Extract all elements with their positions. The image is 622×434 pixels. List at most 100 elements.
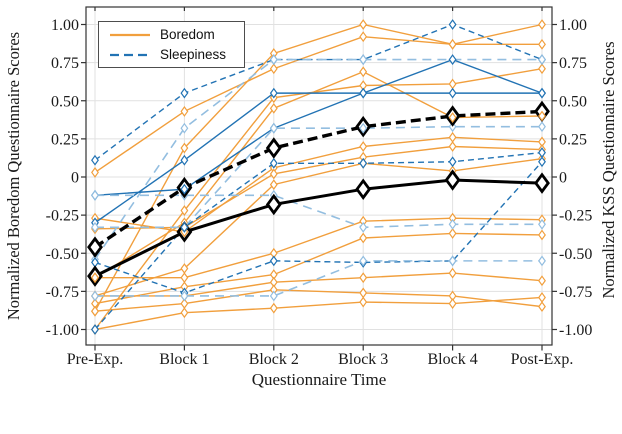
marker-inset-sleepiness-17-1	[180, 221, 189, 233]
marker-sleepiness-16-2	[269, 122, 278, 134]
xtick-label-4: Block 4	[427, 351, 477, 368]
marker-boredom-9-5	[538, 275, 546, 287]
plot-border	[85, 6, 553, 346]
marker-inset-boredom-3-5	[538, 110, 546, 122]
marker-sleepiness-12-4	[448, 19, 457, 30]
series-line-sleepiness-20	[95, 260, 542, 297]
marker-boredom-11-3	[359, 296, 368, 308]
marker-boredom-5-2	[269, 168, 278, 180]
marker-boredom-1-5	[538, 38, 546, 50]
series-line-boredom-3	[94, 71, 543, 279]
ytick-label-right-0.50: 0.50	[559, 93, 587, 110]
legend-label-boredom: Boredom	[160, 27, 215, 42]
marker-sleepiness-14-4	[448, 87, 457, 99]
mean-marker-boredom-2	[265, 193, 282, 216]
marker-sleepiness-16-5	[538, 121, 546, 133]
marker-boredom-2-1	[180, 205, 189, 216]
marker-sleepiness-13-5	[538, 54, 546, 65]
mean-marker-sleepiness-2	[265, 137, 282, 159]
series-line-boredom-11	[94, 296, 543, 331]
ytick-label-right-1.00: 1.00	[559, 17, 587, 34]
series-line-boredom-7	[95, 217, 543, 279]
marker-inset-sleepiness-15-1	[180, 183, 189, 195]
marker-sleepiness-20-4	[448, 255, 457, 267]
ytick-label-right-0: 0	[559, 170, 567, 187]
marker-boredom-3-2	[269, 102, 278, 114]
marker-sleepiness-12-0	[91, 154, 99, 166]
marker-boredom-3-3	[359, 66, 368, 78]
marker-boredom-1-3	[359, 19, 368, 30]
marker-sleepiness-18-3	[359, 221, 368, 233]
marker-boredom-2-5	[538, 63, 546, 75]
ytick-label-left-0.75: 0.75	[51, 55, 79, 72]
ytick-label-left-0: 0	[71, 170, 79, 187]
marker-sleepiness-19-5	[538, 156, 546, 168]
legend-label-sleepiness: Sleepiness	[160, 47, 227, 62]
marker-boredom-1-4	[448, 38, 457, 50]
marker-boredom-9-4	[448, 267, 457, 279]
series-line-sleepiness-18	[95, 194, 542, 229]
ytick-label-right--0.25: -0.25	[559, 208, 592, 225]
marker-boredom-11-4	[448, 298, 457, 309]
ytick-label-left-0.25: 0.25	[51, 131, 79, 148]
series-line-boredom-8	[94, 232, 543, 305]
marker-sleepiness-15-5	[538, 87, 546, 99]
marker-boredom-8-5	[538, 229, 546, 241]
series-line-boredom-9	[95, 272, 543, 297]
ytick-label-right-0.75: 0.75	[559, 55, 587, 72]
marker-sleepiness-20-5	[538, 255, 546, 267]
marker-sleepiness-18-0	[91, 189, 99, 201]
marker-boredom-11-5	[538, 292, 546, 303]
marker-sleepiness-13-2	[269, 54, 278, 65]
marker-sleepiness-20-3	[359, 255, 368, 267]
legend-entry-sleepiness: Sleepiness	[99, 47, 244, 62]
legend-line-sample-boredom	[110, 33, 150, 36]
marker-boredom-0-5	[538, 19, 546, 30]
marker-boredom-0-2	[269, 63, 278, 75]
marker-boredom-4-3	[359, 141, 368, 152]
marker-boredom-0-0	[91, 167, 99, 178]
marker-sleepiness-15-3	[359, 87, 368, 99]
marker-inset-sleepiness-16-3	[359, 122, 368, 134]
series-line-sleepiness-19	[94, 161, 543, 294]
marker-boredom-6-1	[180, 263, 189, 274]
legend-entry-boredom: Boredom	[99, 27, 244, 42]
xtick-label-2: Block 2	[249, 351, 299, 368]
marker-sleepiness-20-2	[269, 290, 278, 302]
marker-boredom-0-1	[180, 106, 189, 117]
ytick-label-right-0.25: 0.25	[559, 131, 587, 148]
series-line-boredom-6	[94, 158, 543, 297]
xtick-label-0: Pre-Exp.	[67, 351, 123, 368]
marker-sleepiness-19-2	[269, 255, 278, 267]
mean-marker-boredom-5	[534, 172, 550, 194]
xtick-label-3: Block 3	[338, 351, 388, 368]
marker-sleepiness-17-3	[359, 157, 368, 169]
ytick-label-left--0.50: -0.50	[46, 246, 79, 263]
marker-boredom-6-2	[269, 179, 278, 191]
ytick-label-right--1.00: -1.00	[559, 322, 592, 339]
marker-boredom-0-3	[359, 31, 368, 43]
marker-sleepiness-13-3	[359, 54, 368, 65]
marker-sleepiness-17-4	[448, 156, 457, 168]
series-line-sleepiness-17	[94, 151, 543, 330]
marker-sleepiness-12-1	[180, 87, 189, 99]
ytick-label-left-1.00: 1.00	[51, 17, 79, 34]
mean-marker-boredom-3	[355, 178, 372, 200]
series-line-boredom-4	[94, 136, 543, 233]
marker-sleepiness-17-2	[269, 157, 278, 169]
series-line-sleepiness-15	[94, 58, 543, 196]
legend-box: Boredom Sleepiness	[98, 21, 245, 68]
ytick-label-left-0.50: 0.50	[51, 93, 79, 110]
marker-boredom-4-4	[448, 131, 457, 143]
series-line-sleepiness-13	[94, 58, 542, 260]
marker-boredom-7-1	[180, 272, 189, 284]
y-axis-label-left: Normalized Boredom Questionnaire Scores	[4, 31, 23, 321]
x-axis-label: Questionnaire Time	[251, 370, 387, 389]
marker-boredom-2-4	[448, 78, 457, 90]
series-line-boredom-2	[94, 68, 543, 330]
series-line-boredom-1	[94, 23, 542, 312]
marker-sleepiness-16-0	[91, 221, 99, 233]
marker-sleepiness-14-2	[269, 87, 278, 99]
